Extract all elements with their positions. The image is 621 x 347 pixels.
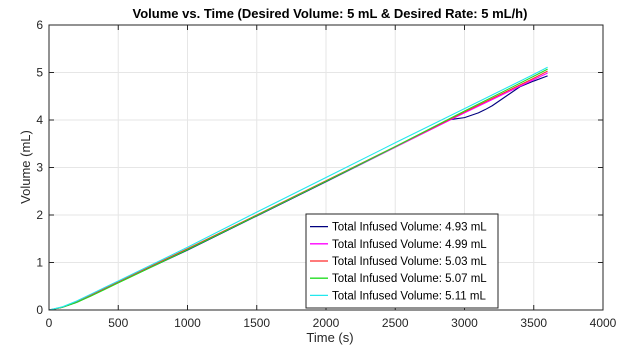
x-tick-label: 3500: [520, 316, 547, 330]
y-tick-label: 1: [36, 256, 43, 270]
x-tick-label: 4000: [590, 316, 617, 330]
x-tick-label: 0: [46, 316, 53, 330]
legend-label-5: Total Infused Volume: 5.11 mL: [332, 290, 486, 302]
x-tick-label: 1000: [174, 316, 201, 330]
x-tick-label: 500: [108, 316, 128, 330]
y-tick-label: 5: [36, 66, 43, 80]
series-line-4: [48, 68, 548, 311]
y-tick-label: 0: [36, 303, 43, 317]
legend-label-3: Total Infused Volume: 5.03 mL: [332, 256, 487, 268]
y-tick-label: 3: [36, 161, 43, 175]
y-tick-label: 6: [36, 18, 43, 32]
legend-label-1: Total Infused Volume: 4.93 mL: [332, 222, 487, 234]
y-axis-label: Volume (mL): [18, 130, 33, 204]
legend-box: [305, 213, 499, 309]
y-tick-label: 4: [36, 113, 43, 127]
y-tick-label: 2: [36, 208, 43, 222]
legend-label-4: Total Infused Volume: 5.07 mL: [332, 273, 487, 285]
legend-label-2: Total Infused Volume: 4.99 mL: [332, 239, 487, 251]
x-tick-label: 1500: [243, 316, 270, 330]
x-tick-label: 2500: [382, 316, 409, 330]
axis-ticks: 0 500 1000 1500 2000 2500 3000 3500 4000 0 1 2 3 4 5 6: [36, 18, 616, 330]
legend: Total Infused Volume: 4.93 mL Total Infus…: [305, 213, 499, 309]
series-lines: [48, 66, 548, 311]
x-tick-label: 3000: [451, 316, 478, 330]
x-tick-label: 2000: [313, 316, 340, 330]
series-line-5: [48, 66, 548, 311]
x-axis-label: Time (s): [306, 330, 353, 345]
chart-title: Volume vs. Time (Desired Volume: 5 mL & …: [133, 6, 528, 21]
